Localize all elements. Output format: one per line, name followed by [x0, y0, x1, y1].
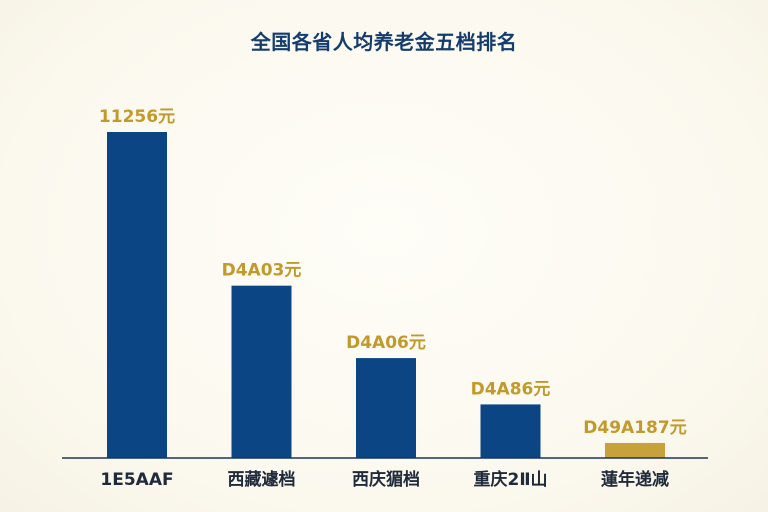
bar-value-label-3: D4A06元 [346, 333, 426, 353]
chart-title: 全国各省人均养老金五档排名 [250, 30, 518, 54]
bars-layer [107, 132, 665, 458]
category-label-2: 西藏遽档 [228, 469, 296, 490]
value-labels-layer: 11256元 D4A03元 D4A06元 D4A86元 D49A187元 [99, 107, 687, 438]
category-label-3: 西庆猸档 [352, 469, 420, 490]
bar-value-label-1: 11256元 [99, 107, 175, 127]
category-label-1: 1E5AAF [100, 470, 173, 490]
category-ticks-layer: 1E5AAF 西藏遽档 西庆猸档 重庆2Ⅱ山 蓮年递减 [100, 469, 669, 490]
category-label-4: 重庆2Ⅱ山 [473, 469, 547, 490]
bar-4 [480, 404, 541, 458]
bar-value-label-5: D49A187元 [583, 418, 686, 438]
bar-5 [605, 442, 665, 458]
bar-2 [231, 285, 292, 458]
bar-value-label-4: D4A86元 [471, 379, 551, 399]
bar-value-label-2: D4A03元 [222, 261, 302, 281]
bar-1 [107, 132, 167, 458]
bar-3 [356, 358, 416, 458]
category-label-5: 蓮年递减 [601, 469, 669, 490]
